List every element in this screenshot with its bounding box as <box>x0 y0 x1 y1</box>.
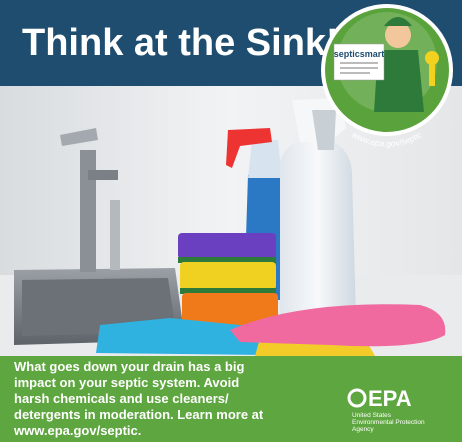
logo-mark: EPA <box>368 386 412 411</box>
body-line: harsh chemicals and use cleaners/ <box>14 391 229 406</box>
body-line: detergents in moderation. Learn more at <box>14 407 264 422</box>
logo-line: Environmental Protection <box>352 419 425 426</box>
body-line: www.epa.gov/septic. <box>13 423 141 438</box>
body-line: What goes down your drain has a big <box>14 359 244 374</box>
logo-line: United States <box>352 412 392 419</box>
title: Think at the Sink! <box>22 22 339 64</box>
poster: Think at the Sink! septicsmart www.epa.g… <box>0 0 462 442</box>
badge-brand: septicsmart <box>334 49 385 59</box>
logo-line: Agency <box>352 426 374 433</box>
body-line: impact on your septic system. Avoid <box>14 375 239 390</box>
